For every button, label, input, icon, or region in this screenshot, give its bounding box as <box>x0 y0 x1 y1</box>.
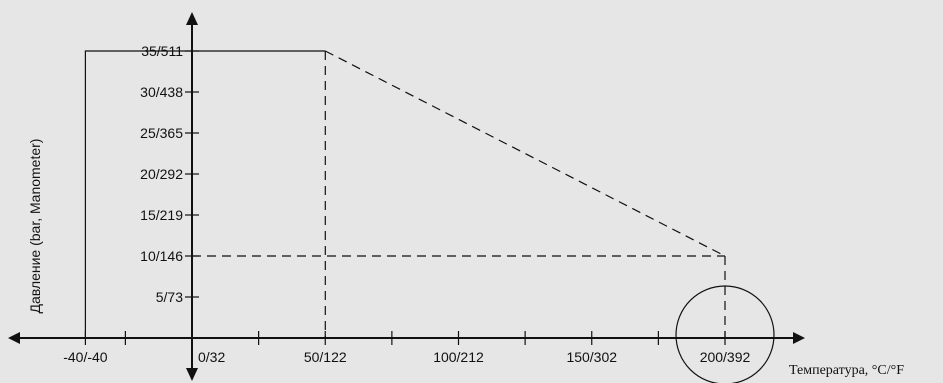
series-line-0 <box>84 50 326 338</box>
labels-layer: Давление (bar, Manometer) Температура, °… <box>27 139 904 378</box>
ticks-layer: -40/-40 0/32 50/122 100/212 150/302 200/392 5/… <box>63 43 750 365</box>
y-tick-label: 25/365 <box>140 125 183 141</box>
y-axis-arrow-top <box>186 12 198 25</box>
y-tick-label: 10/146 <box>140 248 183 264</box>
x-tick-label: 150/302 <box>566 349 617 365</box>
x-axis-label: Температура, °C/°F <box>789 363 904 378</box>
y-tick-label: 35/511 <box>141 43 183 59</box>
series-layer <box>84 50 775 383</box>
x-axis-arrow-right <box>793 332 805 344</box>
x-axis-arrow-left <box>8 332 20 344</box>
series-line-1 <box>325 50 726 257</box>
y-tick-label: 30/438 <box>140 84 183 100</box>
x-tick-label: -40/-40 <box>63 349 108 365</box>
y-tick-label: 5/73 <box>156 289 183 305</box>
y-tick-label: 20/292 <box>140 166 183 182</box>
y-tick-label: 15/219 <box>140 207 183 223</box>
x-tick-label: 0/32 <box>198 349 225 365</box>
y-axis-arrow-bottom <box>186 368 198 381</box>
x-tick-label: 50/122 <box>304 349 347 365</box>
highlight-circle <box>675 285 775 383</box>
x-tick-label: 200/392 <box>700 349 751 365</box>
x-tick-label: 100/212 <box>433 349 484 365</box>
axes <box>8 12 805 381</box>
y-axis-label: Давление (bar, Manometer) <box>27 139 43 314</box>
